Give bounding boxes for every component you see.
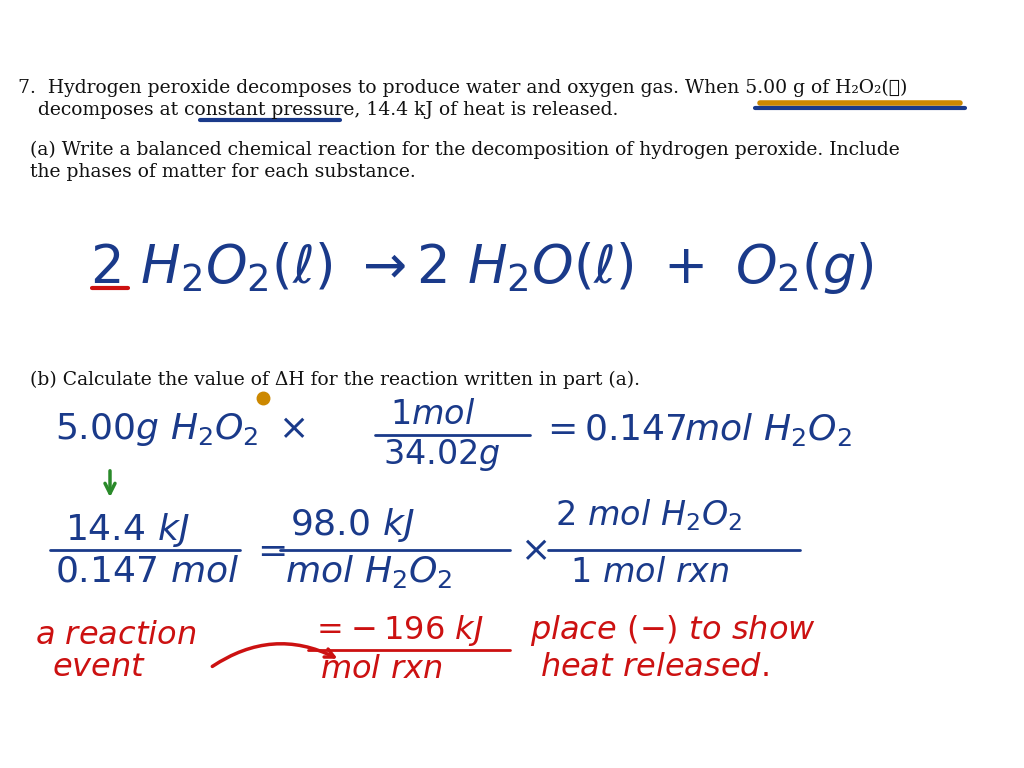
Text: (a) Write a balanced chemical reaction for the decomposition of hydrogen peroxid: (a) Write a balanced chemical reaction f… — [30, 141, 900, 159]
Text: $mol\ rxn$: $mol\ rxn$ — [319, 654, 442, 686]
Text: $34.02g$: $34.02g$ — [383, 437, 501, 473]
Text: $1\ mol\ rxn$: $1\ mol\ rxn$ — [570, 555, 729, 588]
Text: $= 0.147mol\ H_2O_2$: $= 0.147mol\ H_2O_2$ — [540, 412, 852, 449]
Text: $\times$: $\times$ — [520, 533, 548, 567]
Text: $0.147\ mol$: $0.147\ mol$ — [55, 555, 240, 589]
Text: $mol\ H_2O_2$: $mol\ H_2O_2$ — [285, 554, 453, 591]
Text: $=$: $=$ — [250, 533, 286, 567]
Text: (b) Calculate the value of ΔH for the reaction written in part (a).: (b) Calculate the value of ΔH for the re… — [30, 371, 640, 389]
Text: 7.  Hydrogen peroxide decomposes to produce water and oxygen gas. When 5.00 g of: 7. Hydrogen peroxide decomposes to produ… — [18, 79, 907, 97]
Text: $heat\ released.$: $heat\ released.$ — [540, 653, 769, 684]
Text: $a\ reaction$: $a\ reaction$ — [35, 620, 197, 650]
Text: decomposes at constant pressure, 14.4 kJ of heat is released.: decomposes at constant pressure, 14.4 kJ… — [38, 101, 618, 119]
Text: $place\ (-)\ to\ show$: $place\ (-)\ to\ show$ — [530, 613, 816, 647]
Text: $event$: $event$ — [52, 653, 146, 684]
Text: $98.0\ kJ$: $98.0\ kJ$ — [290, 506, 415, 544]
Text: $5.00g\ H_2O_2\ \times$: $5.00g\ H_2O_2\ \times$ — [55, 412, 306, 449]
Text: $1mol$: $1mol$ — [390, 399, 475, 432]
Text: $14.4\ kJ$: $14.4\ kJ$ — [65, 511, 189, 549]
Text: $2\ H_2O_2(\ell)\ {\rightarrow}2\ H_2O(\ell)\ +\ O_2(g)$: $2\ H_2O_2(\ell)\ {\rightarrow}2\ H_2O(\… — [90, 240, 873, 296]
Text: $=\!-196\ kJ$: $=\!-196\ kJ$ — [310, 613, 484, 647]
Text: $2\ mol\ H_2O_2$: $2\ mol\ H_2O_2$ — [555, 497, 742, 533]
Text: the phases of matter for each substance.: the phases of matter for each substance. — [30, 163, 416, 181]
